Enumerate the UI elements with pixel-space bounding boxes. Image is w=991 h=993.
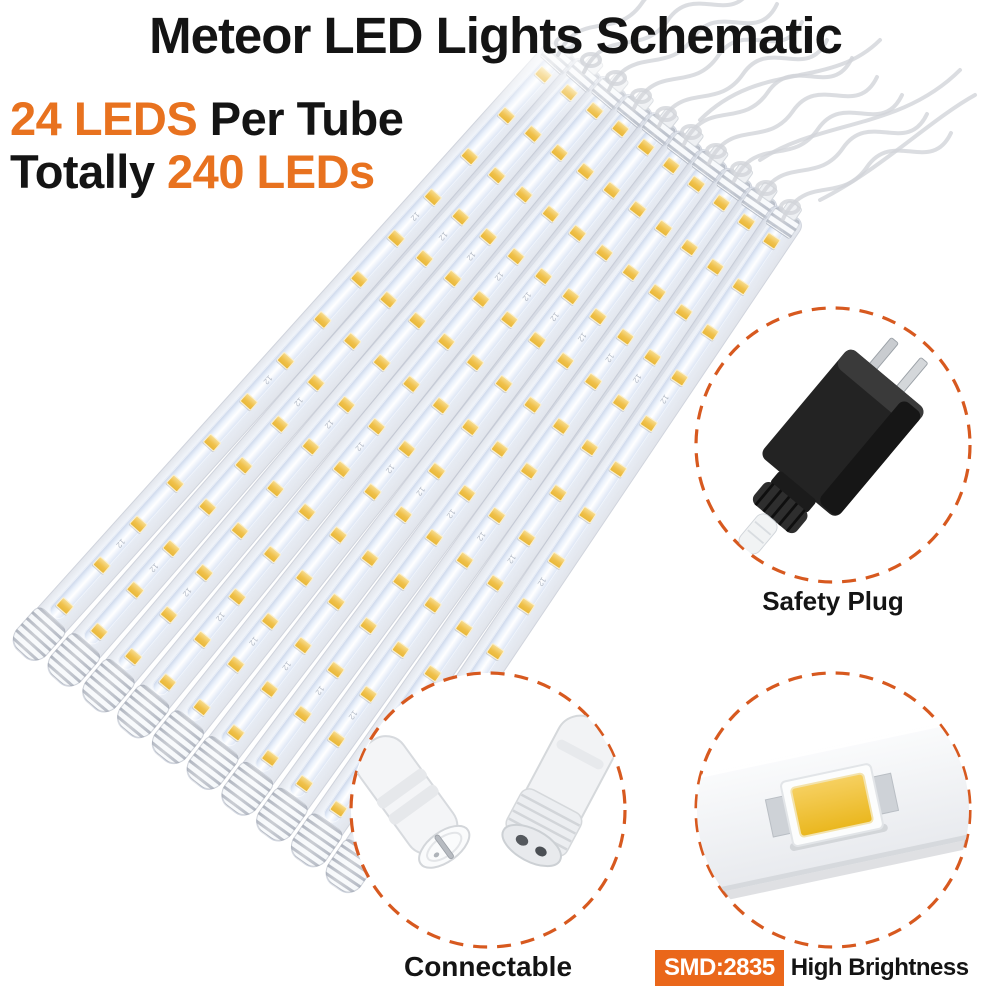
smd-label: High Brightness: [790, 954, 969, 981]
smd-caption: SMD:2835 High Brightness: [655, 950, 969, 986]
safety-plug-label: Safety Plug: [762, 586, 904, 616]
power-adapter-illustration: [738, 337, 928, 555]
connectable-label: Connectable: [403, 951, 573, 982]
headline-line-2: Totally 240 LEDs: [10, 145, 403, 198]
headline: 24 LEDS Per Tube Totally 240 LEDs: [10, 92, 404, 198]
smd-inset: [683, 660, 983, 965]
totally-text: Totally: [10, 145, 168, 198]
led-strip-illustration: [697, 714, 969, 910]
smd-chip-illustration: [764, 763, 900, 851]
headline-line-1: 24 LEDS Per Tube: [10, 92, 404, 145]
per-tube-text: Per Tube: [197, 92, 404, 145]
page-title: Meteor LED Lights Schematic: [149, 7, 843, 64]
safety-plug-inset: [683, 295, 983, 600]
connectable-inset: [338, 660, 638, 965]
total-leds-count: 240 LEDs: [167, 145, 375, 198]
smd-badge: SMD:2835: [655, 950, 784, 986]
leds-per-tube-count: 24 LEDS: [10, 92, 198, 145]
